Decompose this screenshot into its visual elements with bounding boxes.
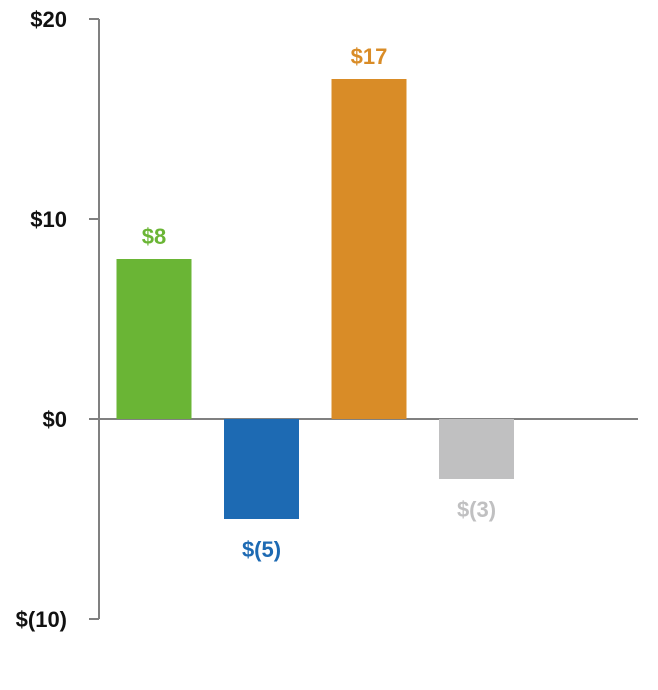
bar — [116, 259, 192, 419]
bar-value-label: $17 — [351, 44, 388, 69]
bar — [224, 419, 299, 519]
data-labels: $8 $(5) $17 $(3) — [142, 44, 496, 562]
y-tick-label: $10 — [30, 207, 67, 232]
bar — [331, 79, 407, 419]
bar-series — [116, 79, 514, 519]
y-tick-label: $20 — [30, 7, 67, 32]
y-tick-label: $(10) — [16, 607, 67, 632]
y-axis-ticks: $20 $10 $0 $(10) — [16, 7, 99, 632]
y-tick-label: $0 — [43, 407, 67, 432]
bar — [439, 419, 514, 479]
bar-value-label: $8 — [142, 224, 166, 249]
bar-value-label: $(3) — [457, 497, 496, 522]
bar-value-label: $(5) — [242, 537, 281, 562]
